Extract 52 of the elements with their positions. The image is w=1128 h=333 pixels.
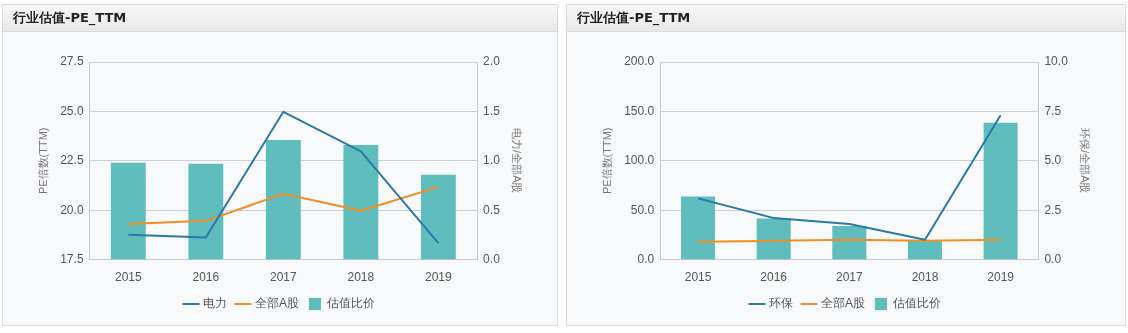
x-tick-label: 2016 [760, 270, 788, 285]
y2-tick-label: 2.5 [1044, 202, 1062, 217]
bar [681, 196, 716, 260]
legend-label: 全部A股 [821, 296, 866, 311]
legend-label: 环保 [769, 296, 793, 311]
bar [983, 122, 1018, 260]
bar [343, 144, 379, 260]
y-tick-label: 200.0 [624, 54, 655, 69]
y2-tick-label: 10.0 [1044, 54, 1069, 69]
y-tick-label: 100.0 [624, 153, 655, 168]
bar [907, 241, 942, 260]
x-tick-label: 2017 [269, 270, 298, 285]
bar [420, 174, 456, 260]
y2-tick-label: 0.0 [483, 251, 501, 266]
chart-title: 行业估值-PE_TTM [567, 5, 1125, 32]
legend-label: 估值比价 [326, 296, 375, 311]
y2-tick-label: 7.5 [1044, 103, 1062, 118]
y-tick-label: 27.5 [60, 54, 84, 69]
x-tick-label: 2016 [192, 270, 220, 285]
y2-tick-label: 0.5 [483, 202, 501, 217]
y-axis-title: PE倍数(TTM) [36, 127, 49, 195]
legend-label: 全部A股 [255, 296, 300, 311]
x-tick-label: 2018 [911, 270, 939, 285]
y2-tick-label: 5.0 [1044, 153, 1062, 168]
y-tick-label: 0.0 [637, 251, 655, 266]
y-tick-label: 20.0 [60, 202, 84, 217]
x-tick-label: 2015 [684, 270, 712, 285]
y2-axis-title: 环保/全部A股 [1079, 128, 1092, 194]
bar [265, 140, 301, 260]
x-tick-label: 2015 [114, 270, 142, 285]
y-tick-label: 17.5 [60, 251, 84, 266]
y2-tick-label: 1.5 [483, 103, 501, 118]
y-tick-label: 25.0 [60, 103, 84, 118]
x-tick-label: 2018 [347, 270, 375, 285]
y2-axis-title: 电力/全部A股 [511, 128, 524, 194]
y2-tick-label: 1.0 [483, 153, 501, 168]
y-axis-title: PE倍数(TTM) [600, 127, 613, 195]
y2-tick-label: 0.0 [1044, 251, 1062, 266]
legend-label: 估值比价 [892, 296, 941, 311]
bar [756, 218, 791, 260]
legend-label: 电力 [203, 296, 227, 311]
y-tick-label: 150.0 [624, 103, 655, 118]
bar [188, 163, 224, 260]
x-tick-label: 2017 [835, 270, 864, 285]
chart-title: 行业估值-PE_TTM [3, 5, 557, 32]
x-tick-label: 2019 [425, 270, 453, 285]
y-tick-label: 22.5 [60, 153, 84, 168]
bar [110, 162, 146, 260]
y2-tick-label: 2.0 [483, 54, 501, 69]
y-tick-label: 50.0 [630, 202, 655, 217]
x-tick-label: 2019 [987, 270, 1015, 285]
bar [832, 226, 867, 260]
